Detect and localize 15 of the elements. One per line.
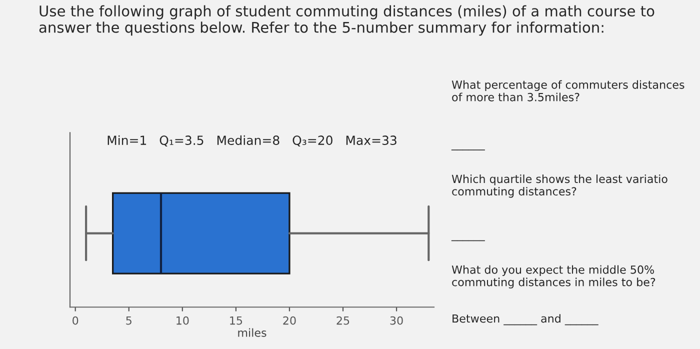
text: What do you expect the middle 50% commuting distances in miles to be?: [452, 265, 656, 288]
text: Which quartile shows the least variatio commuting distances?: [452, 174, 668, 198]
x-tick-label: 25: [336, 316, 350, 325]
x-tick-label: 5: [126, 316, 132, 325]
text: Between ______ and ______: [452, 314, 598, 326]
x-tick-label: 10: [176, 316, 189, 325]
x-tick-label: 20: [283, 316, 296, 325]
x-tick-label: 30: [390, 316, 403, 325]
text: What percentage of commuters distances of more than 3.5miles?: [452, 80, 684, 102]
chart-subtitle: Min=1 Q₁=3.5 Median=8 Q₃=20 Max=33: [108, 135, 396, 146]
x-tick-label: 15: [230, 316, 242, 325]
text: ______: [451, 240, 485, 242]
x-tick-label: 0: [72, 316, 78, 325]
chart-title: Use the following graph of student commuting distances (miles) of a math course to answer the questions below. Refer to the 5-number summary for information:: [39, 5, 654, 36]
x-axis-title: miles: [238, 328, 266, 337]
